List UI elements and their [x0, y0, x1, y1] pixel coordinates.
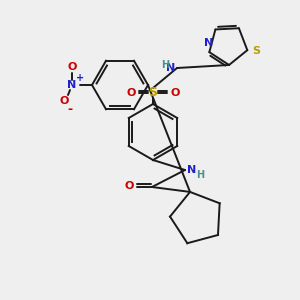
Text: S: S	[148, 86, 158, 100]
Text: H: H	[196, 170, 204, 180]
Text: N: N	[187, 165, 196, 175]
Text: -: -	[68, 103, 73, 116]
Text: N: N	[68, 80, 76, 90]
Text: O: O	[170, 88, 180, 98]
Text: O: O	[126, 88, 136, 98]
Text: O: O	[59, 96, 69, 106]
Text: S: S	[252, 46, 260, 56]
Text: N: N	[204, 38, 213, 48]
Text: N: N	[166, 63, 175, 73]
Text: +: +	[76, 73, 84, 83]
Text: H: H	[161, 60, 169, 70]
Text: O: O	[124, 181, 134, 191]
Text: O: O	[67, 62, 77, 72]
